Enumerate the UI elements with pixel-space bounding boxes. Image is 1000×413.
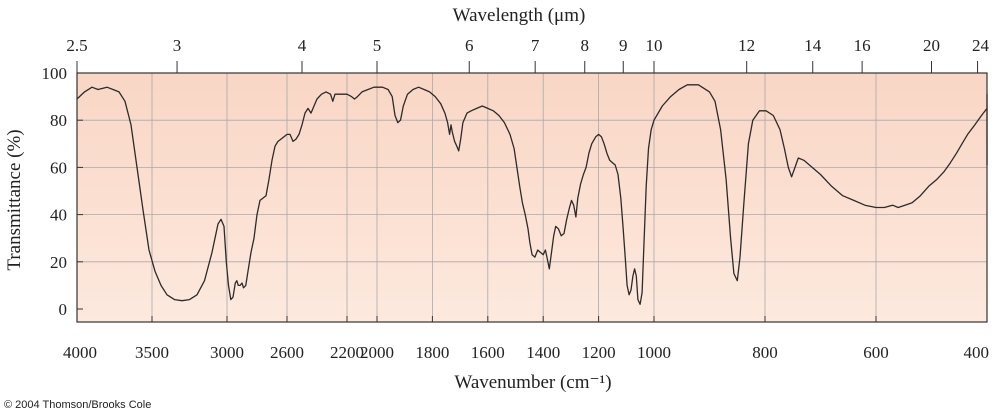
top-tick-label: 14 bbox=[804, 36, 822, 55]
x-tick-label: 600 bbox=[863, 343, 889, 362]
x-tick-label: 1800 bbox=[415, 343, 449, 362]
y-axis-title: Transmittance (%) bbox=[4, 129, 25, 270]
x-tick-label: 1600 bbox=[471, 343, 505, 362]
x-tick-label: 400 bbox=[964, 343, 990, 362]
y-tick-label: 100 bbox=[42, 64, 68, 83]
plot-background bbox=[77, 73, 987, 322]
x-tick-label: 800 bbox=[752, 343, 778, 362]
top-tick-label: 4 bbox=[298, 36, 307, 55]
x-tick-label: 3000 bbox=[210, 343, 244, 362]
spectrum-trace bbox=[76, 84, 988, 305]
x-tick-label: 2000 bbox=[360, 343, 394, 362]
x-tick-label: 4000 bbox=[63, 343, 97, 362]
y-tick-label: 20 bbox=[50, 253, 67, 272]
plot-frame bbox=[76, 72, 988, 323]
x-tick-label: 2200 bbox=[330, 343, 364, 362]
x-tick-label: 1000 bbox=[637, 343, 671, 362]
left-axis: 0 20 40 60 80 100 bbox=[42, 64, 83, 319]
top-tick-label: 24 bbox=[972, 36, 990, 55]
top-tick-label: 2.5 bbox=[66, 36, 87, 55]
top-tick-label: 10 bbox=[646, 36, 663, 55]
copyright-notice: © 2004 Thomson/Brooks Cole bbox=[4, 399, 151, 411]
top-tick-label: 8 bbox=[581, 36, 590, 55]
top-tick-label: 9 bbox=[619, 36, 628, 55]
top-tick-label: 6 bbox=[465, 36, 474, 55]
x-tick-label: 2600 bbox=[270, 343, 304, 362]
top-tick-label: 5 bbox=[373, 36, 382, 55]
top-axis: 2.5 3 4 5 6 7 8 9 10 12 14 16 20 24 bbox=[66, 36, 990, 73]
x-tick-label: 1200 bbox=[582, 343, 616, 362]
top-tick-label: 20 bbox=[923, 36, 940, 55]
x-axis-title: Wavenumber (cm⁻¹) bbox=[454, 372, 611, 393]
x-tick-label: 3500 bbox=[135, 343, 169, 362]
top-tick-label: 7 bbox=[531, 36, 540, 55]
top-tick-label: 12 bbox=[738, 36, 755, 55]
y-tick-label: 80 bbox=[50, 111, 67, 130]
top-axis-title: Wavelength (μm) bbox=[453, 5, 586, 26]
x-tick-label: 1400 bbox=[526, 343, 560, 362]
y-tick-label: 40 bbox=[50, 206, 67, 225]
gridlines bbox=[77, 73, 987, 322]
y-tick-label: 0 bbox=[59, 300, 68, 319]
y-tick-label: 60 bbox=[50, 158, 67, 177]
top-tick-label: 3 bbox=[173, 36, 182, 55]
top-tick-label: 16 bbox=[854, 36, 871, 55]
